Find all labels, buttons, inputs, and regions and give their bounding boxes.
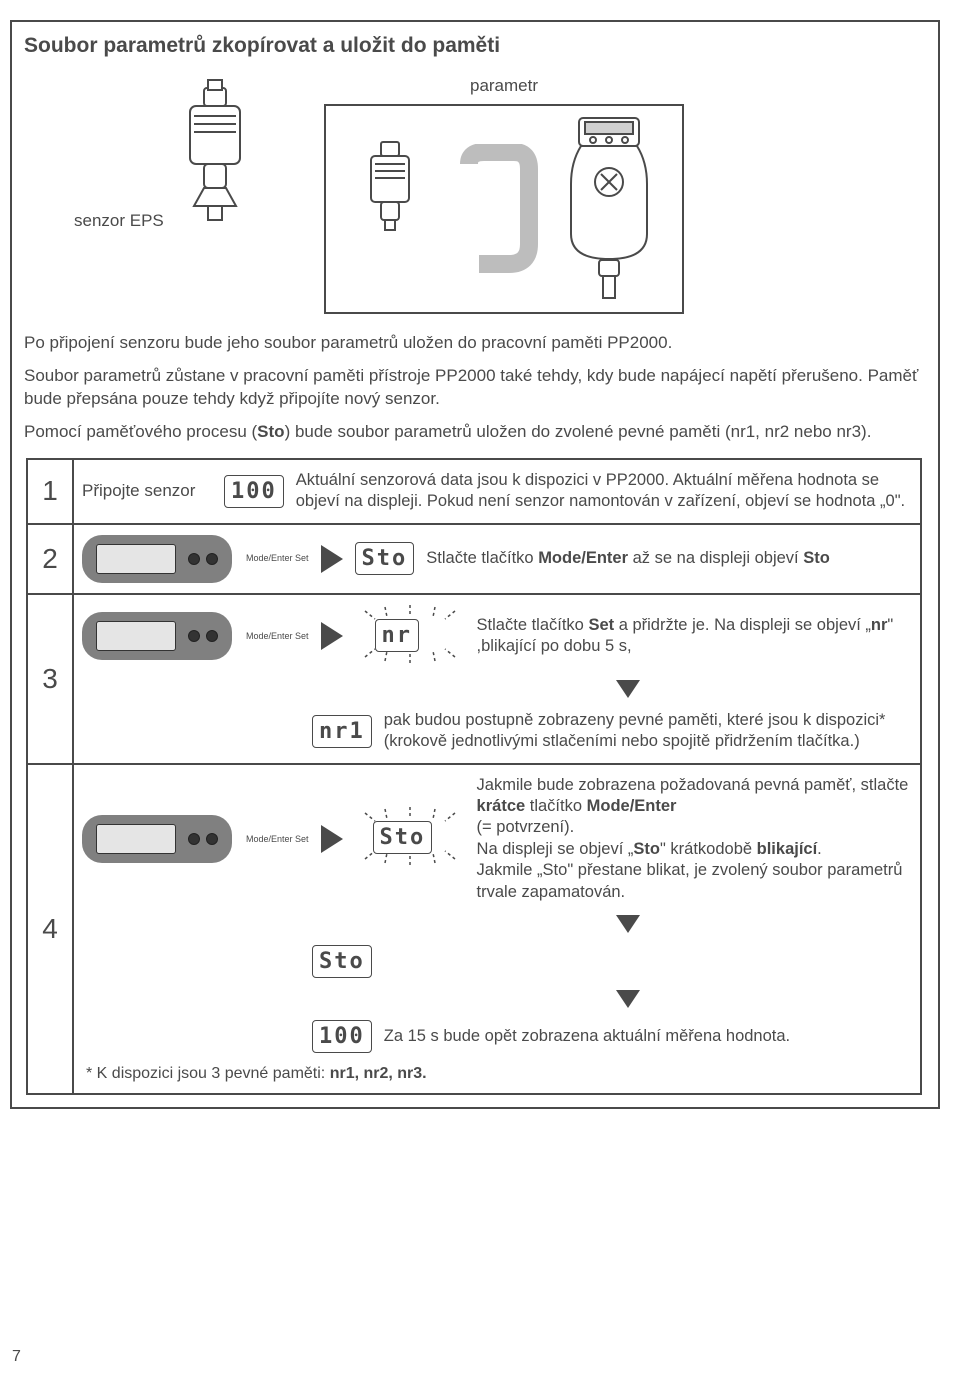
step-3: 3 Mode/Enter Set xyxy=(28,595,920,765)
seg-display: 100 xyxy=(224,475,284,508)
steps-table: 1 Připojte senzor 100 Aktuální senzorová… xyxy=(26,458,922,1095)
step-number: 3 xyxy=(28,595,74,763)
panel-label: Mode/Enter Set xyxy=(246,631,309,641)
step-number: 2 xyxy=(28,525,74,593)
param-device-block: parametr xyxy=(324,76,684,314)
step1-desc: Aktuální senzorová data jsou k dispozici… xyxy=(296,470,914,513)
eps-sensor-icon xyxy=(154,76,274,246)
step1-label: Připojte senzor xyxy=(82,481,212,501)
step4-desc5: Za 15 s bude opět zobrazena aktuální měř… xyxy=(384,1026,914,1047)
arrow-down-icon xyxy=(616,990,640,1008)
panel-label: Mode/Enter Set xyxy=(246,834,309,844)
intro3-pre: Pomocí paměťového procesu ( xyxy=(24,422,257,441)
diagram: senzor EPS parametr xyxy=(154,76,932,314)
device-panel-icon xyxy=(82,535,232,583)
step-number: 1 xyxy=(28,460,74,523)
step4-desc1: Jakmile bude zobrazena požadovaná pevná … xyxy=(477,775,914,904)
intro3-bold: Sto xyxy=(257,422,284,441)
arrow-right-icon xyxy=(321,622,343,650)
seg-display: Sto xyxy=(373,821,433,854)
seg-display: Sto xyxy=(312,945,372,978)
step-1: 1 Připojte senzor 100 Aktuální senzorová… xyxy=(28,460,920,525)
arrow-right-icon xyxy=(321,545,343,573)
seg-display: Sto xyxy=(355,542,415,575)
arrow-right-icon xyxy=(321,825,343,853)
pipe-icon xyxy=(459,144,539,274)
param-label: parametr xyxy=(324,76,684,96)
small-sensor-icon xyxy=(341,134,441,284)
intro-text-3: Pomocí paměťového procesu (Sto) bude sou… xyxy=(24,421,932,444)
display-device-icon xyxy=(557,114,667,304)
seg-display: 100 xyxy=(312,1020,372,1053)
page-title: Soubor parametrů zkopírovat a uložit do … xyxy=(24,34,932,58)
footnote: * K dispozici jsou 3 pevné paměti: nr1, … xyxy=(86,1065,914,1083)
main-frame: Soubor parametrů zkopírovat a uložit do … xyxy=(10,20,940,1109)
step-4: 4 Mode/Enter Set xyxy=(28,765,920,1094)
device-panel-icon xyxy=(82,815,232,863)
panel-label: Mode/Enter Set xyxy=(246,553,309,563)
device-panel-icon xyxy=(82,612,232,660)
step-2: 2 Mode/Enter Set Sto Stlačte tlačítko Mo… xyxy=(28,525,920,595)
intro3-post: ) bude soubor parametrů uložen do zvolen… xyxy=(285,422,872,441)
intro-text-2: Soubor parametrů zůstane v pracovní pamě… xyxy=(24,365,932,411)
step-number: 4 xyxy=(28,765,74,1094)
intro-text-1: Po připojení senzoru bude jeho soubor pa… xyxy=(24,332,932,355)
page-number: 7 xyxy=(12,1348,21,1366)
eps-sensor-block: senzor EPS xyxy=(154,76,274,231)
step3-desc2: pak budou postupně zobrazeny pevné pamět… xyxy=(384,710,914,753)
arrow-down-icon xyxy=(616,915,640,933)
step2-desc: Stlačte tlačítko Mode/Enter až se na dis… xyxy=(426,548,914,569)
step3-desc1: Stlačte tlačítko Set a přidržte je. Na d… xyxy=(477,615,914,658)
arrow-down-icon xyxy=(616,680,640,698)
seg-display: nr1 xyxy=(312,715,372,748)
seg-display: nr xyxy=(375,619,420,652)
